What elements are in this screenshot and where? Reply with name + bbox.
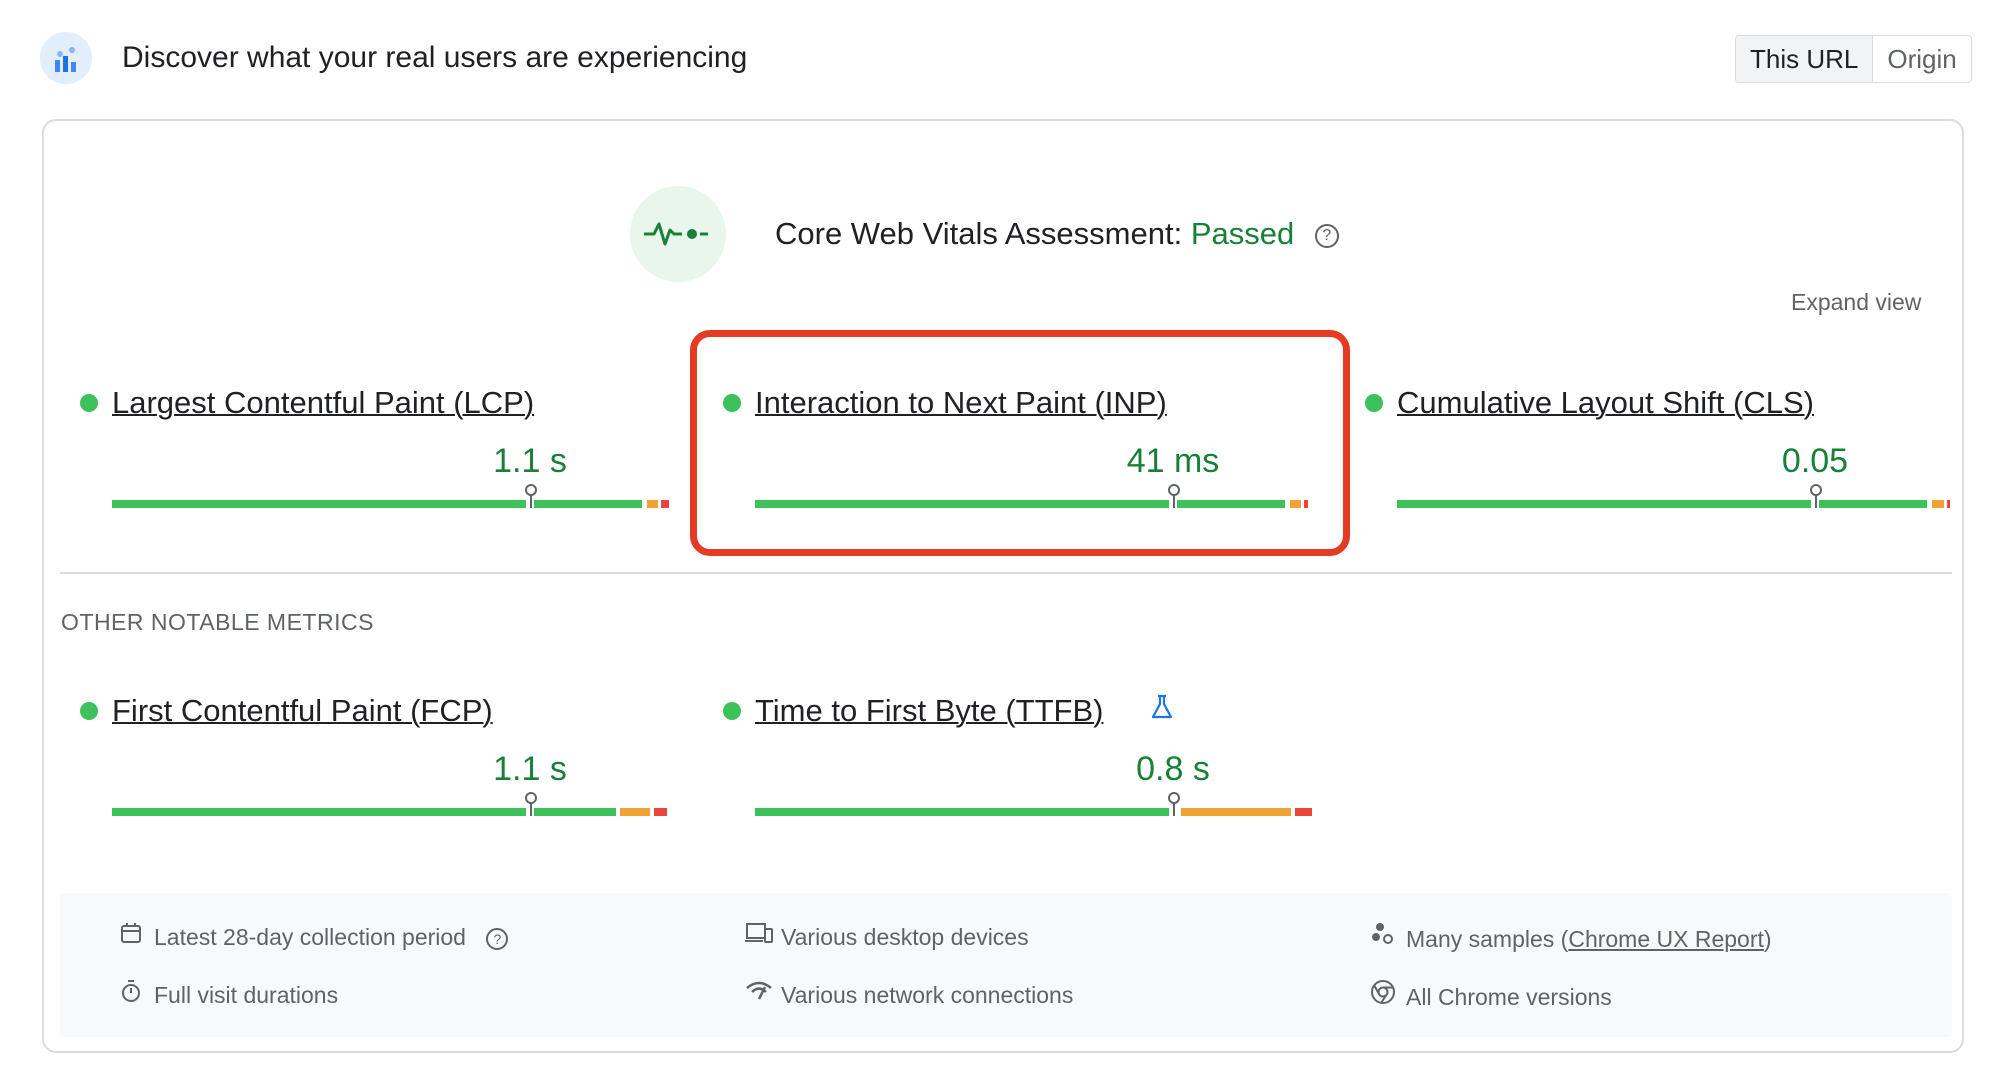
metric-lcp-distribution-bar [112,484,672,508]
metric-lcp: Largest Contentful Paint (LCP) 1.1 s [80,380,669,520]
samples-info: Many samples (Chrome UX Report) [1370,921,1772,956]
help-icon[interactable]: ? [1314,223,1339,248]
metric-inp-value: 41 ms [1126,442,1220,480]
crux-logo-icon [40,32,92,84]
metric-cls-link[interactable]: Cumulative Layout Shift (CLS) [1397,385,1814,420]
chrome-icon [1370,979,1396,1014]
vitals-pulse-icon [630,186,726,282]
url-origin-toggle: This URL Origin [1735,35,1972,83]
origin-button[interactable]: Origin [1887,44,1957,74]
metric-fcp-value: 1.1 s [493,750,567,788]
section-divider [60,572,1952,574]
samples-icon [1370,921,1396,956]
good-status-dot [723,702,741,720]
samples-prefix: Many samples ( [1406,926,1569,952]
metric-fcp-link[interactable]: First Contentful Paint (FCP) [112,693,493,728]
assessment-status: Passed [1190,216,1295,251]
good-status-dot [1365,394,1383,412]
metric-lcp-value: 1.1 s [493,442,567,480]
metric-ttfb: Time to First Byte (TTFB) 0.8 s [723,688,1312,828]
field-data-card [42,119,1964,1053]
expand-view-link[interactable]: Expand view [1791,289,1922,315]
metric-lcp-marker [525,484,537,508]
devices-icon [745,921,773,954]
metric-ttfb-value: 0.8 s [1136,750,1210,788]
metric-fcp-marker [525,792,537,816]
metric-cls-distribution-bar [1397,484,1957,508]
metric-inp-link[interactable]: Interaction to Next Paint (INP) [755,385,1167,420]
good-status-dot [80,394,98,412]
metric-ttfb-link[interactable]: Time to First Byte (TTFB) [755,693,1104,728]
metric-inp: Interaction to Next Paint (INP) 41 ms [723,380,1308,520]
stopwatch-icon [118,979,144,1012]
metric-fcp: First Contentful Paint (FCP) 1.1 s [80,688,667,828]
metric-cls-marker [1810,484,1822,508]
metric-cls-value: 0.05 [1781,442,1849,480]
devices-text: Various desktop devices [781,924,1029,950]
metric-inp-marker [1168,484,1180,508]
data-info-panel [60,893,1952,1037]
visit-durations-info: Full visit durations [118,979,338,1012]
chrome-versions-info: All Chrome versions [1370,979,1612,1014]
network-info: Various network connections [745,979,1073,1012]
inp-highlight-box [690,330,1350,556]
good-status-dot [723,394,741,412]
devices-info: Various desktop devices [745,921,1029,954]
collection-period-info: Latest 28-day collection period ? [118,921,509,954]
this-url-button[interactable]: This URL [1736,36,1874,82]
assessment-label: Core Web Vitals Assessment: [775,216,1183,251]
good-status-dot [80,702,98,720]
assessment-heading: Core Web Vitals Assessment: Passed ? [775,212,1339,256]
chrome-ux-report-link[interactable]: Chrome UX Report [1568,926,1764,952]
metric-lcp-link[interactable]: Largest Contentful Paint (LCP) [112,385,535,420]
network-text: Various network connections [781,982,1074,1008]
collection-period-text: Latest 28-day collection period [154,924,466,950]
network-icon [745,979,772,1012]
metric-cls: Cumulative Layout Shift (CLS) 0.05 [1365,380,1950,520]
other-metrics-heading: OTHER NOTABLE METRICS [61,609,374,635]
metric-inp-distribution-bar [755,484,1315,508]
calendar-icon [118,921,144,954]
samples-suffix: ) [1763,926,1772,952]
metric-ttfb-distribution-bar [755,792,1315,816]
chrome-versions-text: All Chrome versions [1406,984,1612,1010]
help-icon[interactable]: ? [486,927,509,950]
experimental-flask-icon [1150,694,1174,727]
page-title: Discover what your real users are experi… [122,41,748,74]
visit-durations-text: Full visit durations [154,982,339,1008]
metric-fcp-distribution-bar [112,792,672,816]
metric-ttfb-marker [1168,792,1180,816]
